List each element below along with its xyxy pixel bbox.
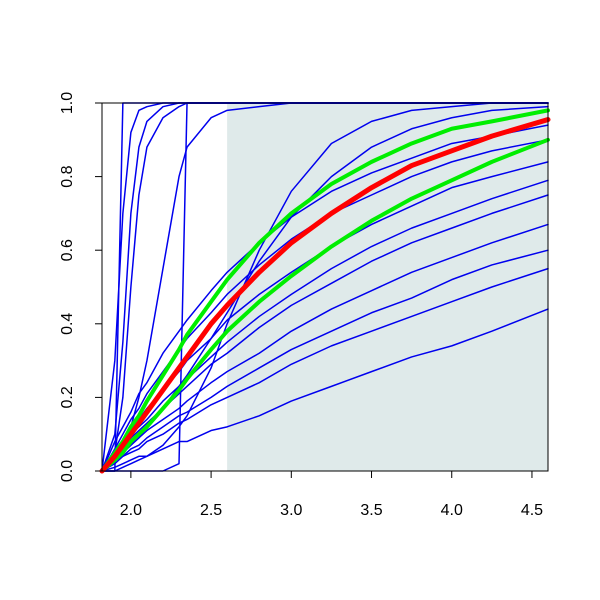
x-tick-label: 4.5 <box>521 502 543 519</box>
y-tick-label: 0.2 <box>59 386 76 408</box>
series-line <box>100 108 550 473</box>
plot-frame <box>101 102 549 472</box>
x-tick-label: 3.5 <box>360 502 382 519</box>
y-tick-label: 1.0 <box>59 92 76 114</box>
x-tick-label: 3.0 <box>280 502 302 519</box>
x-tick-label: 4.0 <box>441 502 463 519</box>
series-line <box>101 267 549 472</box>
series-line <box>101 102 549 472</box>
series-line <box>99 117 551 474</box>
series-line <box>101 223 549 472</box>
y-tick-label: 0.8 <box>59 165 76 187</box>
y-tick-label: 0.0 <box>59 460 76 482</box>
series-line <box>101 249 549 472</box>
axes-layer: 2.0 2.5 3.0 3.5 4.0 4.5 0.0 0.2 0.4 0.6 0.8 1.0 <box>59 92 549 519</box>
series-line <box>101 139 549 472</box>
series-line <box>100 137 550 473</box>
lines-layer <box>99 102 551 474</box>
x-tick-label: 2.0 <box>120 502 142 519</box>
x-tick-label: 2.5 <box>200 502 222 519</box>
series-line <box>101 308 549 472</box>
y-tick-label: 0.6 <box>59 239 76 261</box>
y-tick-label: 0.4 <box>59 313 76 335</box>
series-line <box>101 124 549 472</box>
